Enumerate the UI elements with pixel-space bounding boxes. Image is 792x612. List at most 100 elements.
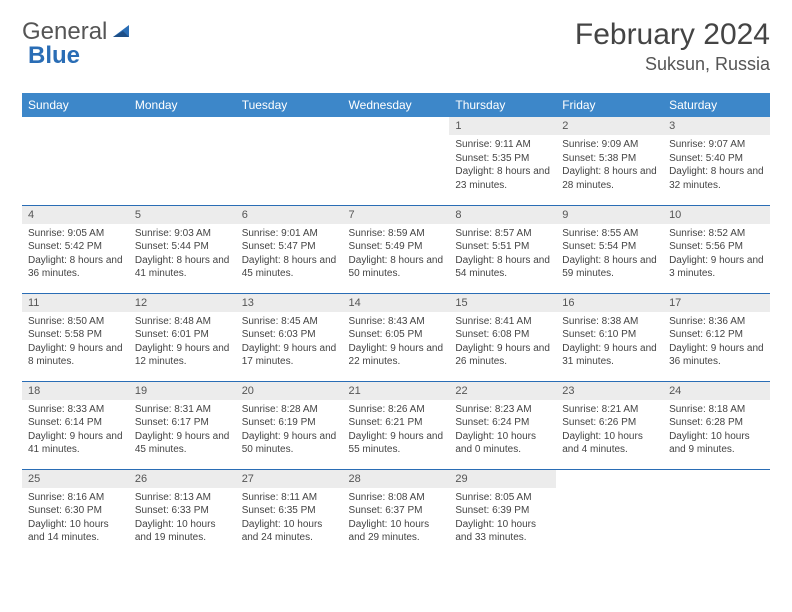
day-number: 20 bbox=[236, 382, 343, 400]
day-number: 11 bbox=[22, 294, 129, 312]
day-number: 27 bbox=[236, 470, 343, 488]
day-number: 8 bbox=[449, 206, 556, 224]
daylight-text: Daylight: 10 hours and 9 minutes. bbox=[669, 430, 764, 457]
day-details: Sunrise: 8:13 AMSunset: 6:33 PMDaylight:… bbox=[129, 488, 236, 551]
day-header: Saturday bbox=[663, 93, 770, 117]
calendar-cell: 14Sunrise: 8:43 AMSunset: 6:05 PMDayligh… bbox=[343, 293, 450, 381]
calendar-cell bbox=[556, 469, 663, 557]
day-details: Sunrise: 8:55 AMSunset: 5:54 PMDaylight:… bbox=[556, 224, 663, 287]
day-details: Sunrise: 9:05 AMSunset: 5:42 PMDaylight:… bbox=[22, 224, 129, 287]
day-details: Sunrise: 8:45 AMSunset: 6:03 PMDaylight:… bbox=[236, 312, 343, 375]
calendar-cell: 16Sunrise: 8:38 AMSunset: 6:10 PMDayligh… bbox=[556, 293, 663, 381]
day-header: Sunday bbox=[22, 93, 129, 117]
day-details: Sunrise: 9:09 AMSunset: 5:38 PMDaylight:… bbox=[556, 135, 663, 198]
sunrise-text: Sunrise: 8:13 AM bbox=[135, 491, 230, 505]
sunrise-text: Sunrise: 8:52 AM bbox=[669, 227, 764, 241]
sunset-text: Sunset: 6:37 PM bbox=[349, 504, 444, 518]
day-details: Sunrise: 9:03 AMSunset: 5:44 PMDaylight:… bbox=[129, 224, 236, 287]
sunrise-text: Sunrise: 8:21 AM bbox=[562, 403, 657, 417]
day-number: 6 bbox=[236, 206, 343, 224]
calendar-cell: 9Sunrise: 8:55 AMSunset: 5:54 PMDaylight… bbox=[556, 205, 663, 293]
sunrise-text: Sunrise: 8:41 AM bbox=[455, 315, 550, 329]
day-details: Sunrise: 9:07 AMSunset: 5:40 PMDaylight:… bbox=[663, 135, 770, 198]
calendar-cell: 18Sunrise: 8:33 AMSunset: 6:14 PMDayligh… bbox=[22, 381, 129, 469]
calendar-cell: 25Sunrise: 8:16 AMSunset: 6:30 PMDayligh… bbox=[22, 469, 129, 557]
day-details: Sunrise: 8:57 AMSunset: 5:51 PMDaylight:… bbox=[449, 224, 556, 287]
logo-triangle-icon bbox=[111, 19, 133, 46]
sunset-text: Sunset: 6:05 PM bbox=[349, 328, 444, 342]
sunrise-text: Sunrise: 9:07 AM bbox=[669, 138, 764, 152]
daylight-text: Daylight: 9 hours and 12 minutes. bbox=[135, 342, 230, 369]
day-details: Sunrise: 8:23 AMSunset: 6:24 PMDaylight:… bbox=[449, 400, 556, 463]
sunset-text: Sunset: 5:47 PM bbox=[242, 240, 337, 254]
sunset-text: Sunset: 6:08 PM bbox=[455, 328, 550, 342]
calendar-cell: 11Sunrise: 8:50 AMSunset: 5:58 PMDayligh… bbox=[22, 293, 129, 381]
day-number: 23 bbox=[556, 382, 663, 400]
calendar-cell: 28Sunrise: 8:08 AMSunset: 6:37 PMDayligh… bbox=[343, 469, 450, 557]
sunset-text: Sunset: 5:42 PM bbox=[28, 240, 123, 254]
day-header: Tuesday bbox=[236, 93, 343, 117]
daylight-text: Daylight: 9 hours and 36 minutes. bbox=[669, 342, 764, 369]
day-header: Thursday bbox=[449, 93, 556, 117]
day-details: Sunrise: 8:59 AMSunset: 5:49 PMDaylight:… bbox=[343, 224, 450, 287]
day-details: Sunrise: 8:36 AMSunset: 6:12 PMDaylight:… bbox=[663, 312, 770, 375]
sunrise-text: Sunrise: 8:08 AM bbox=[349, 491, 444, 505]
calendar-cell bbox=[129, 117, 236, 205]
day-details: Sunrise: 8:50 AMSunset: 5:58 PMDaylight:… bbox=[22, 312, 129, 375]
sunset-text: Sunset: 6:28 PM bbox=[669, 416, 764, 430]
day-number: 15 bbox=[449, 294, 556, 312]
sunset-text: Sunset: 6:30 PM bbox=[28, 504, 123, 518]
calendar-cell: 12Sunrise: 8:48 AMSunset: 6:01 PMDayligh… bbox=[129, 293, 236, 381]
calendar-cell: 22Sunrise: 8:23 AMSunset: 6:24 PMDayligh… bbox=[449, 381, 556, 469]
calendar-week-row: 18Sunrise: 8:33 AMSunset: 6:14 PMDayligh… bbox=[22, 381, 770, 469]
day-number: 25 bbox=[22, 470, 129, 488]
sunset-text: Sunset: 5:35 PM bbox=[455, 152, 550, 166]
sunrise-text: Sunrise: 8:36 AM bbox=[669, 315, 764, 329]
daylight-text: Daylight: 9 hours and 17 minutes. bbox=[242, 342, 337, 369]
daylight-text: Daylight: 10 hours and 14 minutes. bbox=[28, 518, 123, 545]
calendar-cell: 7Sunrise: 8:59 AMSunset: 5:49 PMDaylight… bbox=[343, 205, 450, 293]
day-details: Sunrise: 8:41 AMSunset: 6:08 PMDaylight:… bbox=[449, 312, 556, 375]
day-number: 22 bbox=[449, 382, 556, 400]
daylight-text: Daylight: 8 hours and 23 minutes. bbox=[455, 165, 550, 192]
sunrise-text: Sunrise: 8:48 AM bbox=[135, 315, 230, 329]
day-number: 18 bbox=[22, 382, 129, 400]
sunrise-text: Sunrise: 8:33 AM bbox=[28, 403, 123, 417]
sunset-text: Sunset: 5:54 PM bbox=[562, 240, 657, 254]
daylight-text: Daylight: 8 hours and 28 minutes. bbox=[562, 165, 657, 192]
sunrise-text: Sunrise: 8:18 AM bbox=[669, 403, 764, 417]
day-details: Sunrise: 8:21 AMSunset: 6:26 PMDaylight:… bbox=[556, 400, 663, 463]
calendar-cell: 5Sunrise: 9:03 AMSunset: 5:44 PMDaylight… bbox=[129, 205, 236, 293]
daylight-text: Daylight: 9 hours and 3 minutes. bbox=[669, 254, 764, 281]
sunrise-text: Sunrise: 8:38 AM bbox=[562, 315, 657, 329]
calendar-cell: 23Sunrise: 8:21 AMSunset: 6:26 PMDayligh… bbox=[556, 381, 663, 469]
daylight-text: Daylight: 9 hours and 50 minutes. bbox=[242, 430, 337, 457]
calendar-cell: 8Sunrise: 8:57 AMSunset: 5:51 PMDaylight… bbox=[449, 205, 556, 293]
day-number: 10 bbox=[663, 206, 770, 224]
day-number: 16 bbox=[556, 294, 663, 312]
day-header: Wednesday bbox=[343, 93, 450, 117]
calendar-body: 1Sunrise: 9:11 AMSunset: 5:35 PMDaylight… bbox=[22, 117, 770, 557]
sunset-text: Sunset: 6:01 PM bbox=[135, 328, 230, 342]
calendar-cell: 3Sunrise: 9:07 AMSunset: 5:40 PMDaylight… bbox=[663, 117, 770, 205]
day-number: 26 bbox=[129, 470, 236, 488]
day-number: 1 bbox=[449, 117, 556, 135]
day-number: 19 bbox=[129, 382, 236, 400]
day-number: 29 bbox=[449, 470, 556, 488]
sunrise-text: Sunrise: 8:59 AM bbox=[349, 227, 444, 241]
day-details: Sunrise: 9:01 AMSunset: 5:47 PMDaylight:… bbox=[236, 224, 343, 287]
month-title: February 2024 bbox=[575, 18, 770, 52]
day-header: Monday bbox=[129, 93, 236, 117]
title-block: February 2024 Suksun, Russia bbox=[575, 18, 770, 75]
calendar-cell: 19Sunrise: 8:31 AMSunset: 6:17 PMDayligh… bbox=[129, 381, 236, 469]
calendar-cell: 6Sunrise: 9:01 AMSunset: 5:47 PMDaylight… bbox=[236, 205, 343, 293]
daylight-text: Daylight: 10 hours and 33 minutes. bbox=[455, 518, 550, 545]
daylight-text: Daylight: 9 hours and 41 minutes. bbox=[28, 430, 123, 457]
calendar-header-row: SundayMondayTuesdayWednesdayThursdayFrid… bbox=[22, 93, 770, 117]
day-details: Sunrise: 8:33 AMSunset: 6:14 PMDaylight:… bbox=[22, 400, 129, 463]
day-details: Sunrise: 8:11 AMSunset: 6:35 PMDaylight:… bbox=[236, 488, 343, 551]
sunset-text: Sunset: 5:40 PM bbox=[669, 152, 764, 166]
sunset-text: Sunset: 6:03 PM bbox=[242, 328, 337, 342]
location: Suksun, Russia bbox=[575, 54, 770, 75]
sunrise-text: Sunrise: 9:11 AM bbox=[455, 138, 550, 152]
